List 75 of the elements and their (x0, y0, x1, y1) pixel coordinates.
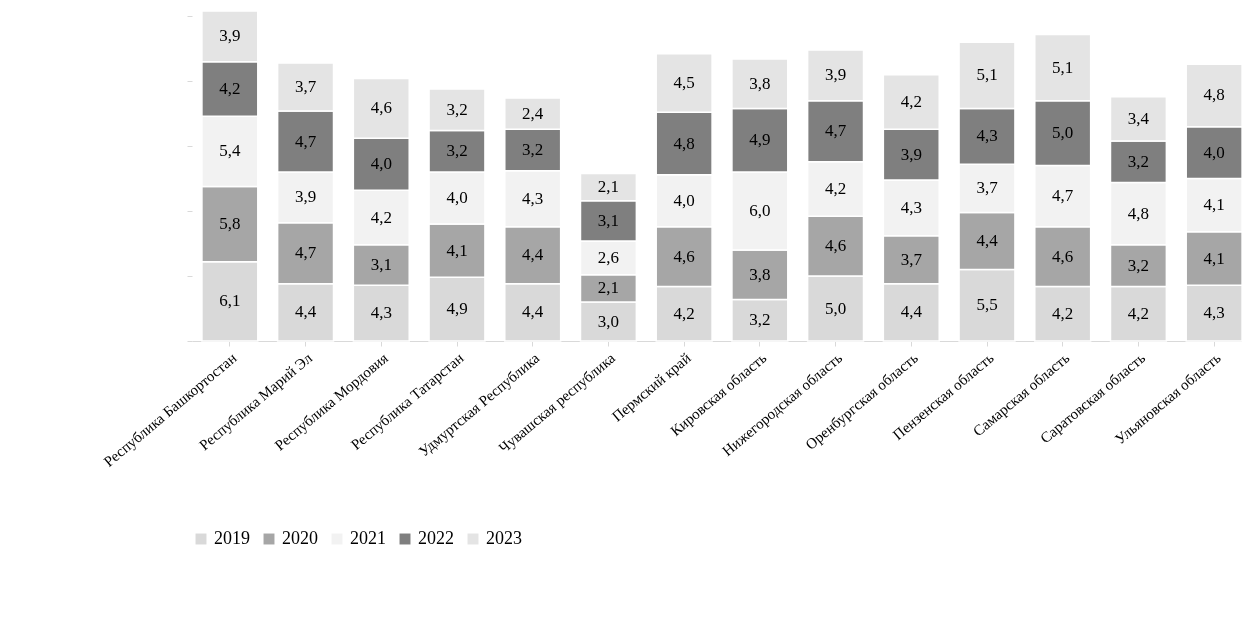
data-label: 5,0 (1052, 123, 1074, 143)
data-label: 3,7 (976, 178, 999, 198)
data-label: 4,3 (370, 303, 392, 323)
data-label: 4,3 (900, 197, 922, 217)
data-label: 5,1 (1052, 57, 1074, 77)
data-label: 2,4 (522, 103, 544, 123)
data-label: 3,0 (597, 311, 620, 331)
data-label: 3,8 (749, 264, 771, 284)
legend-label: 2020 (282, 528, 318, 548)
data-label: 4,2 (900, 91, 922, 111)
legend-label: 2021 (350, 528, 386, 548)
data-label: 4,2 (219, 78, 241, 98)
data-label: 4,7 (1052, 186, 1074, 206)
data-label: 3,2 (522, 140, 544, 160)
data-label: 4,8 (1127, 203, 1150, 223)
data-label: 3,1 (370, 255, 392, 274)
data-label: 4,6 (673, 246, 695, 266)
data-label: 3,9 (900, 144, 922, 164)
data-label: 2,6 (597, 247, 620, 267)
data-label: 4,0 (370, 154, 392, 174)
data-label: 4,2 (370, 207, 392, 227)
data-label: 4,6 (824, 236, 847, 256)
data-label: 5,1 (976, 65, 998, 85)
data-label: 4,6 (370, 98, 392, 118)
data-label: 4,7 (824, 121, 847, 141)
data-label: 5,5 (976, 295, 998, 315)
data-label: 4,2 (1052, 303, 1074, 323)
data-label: 4,3 (522, 188, 544, 208)
data-label: 4,9 (446, 299, 468, 319)
data-label: 4,4 (294, 302, 317, 322)
data-label: 4,0 (446, 188, 468, 208)
data-label: 6,1 (219, 291, 241, 311)
data-label: 4,0 (1203, 142, 1225, 162)
data-label: 3,4 (1127, 108, 1150, 128)
legend-label: 2022 (418, 528, 454, 548)
data-label: 4,1 (1203, 248, 1225, 268)
data-label: 4,6 (1052, 246, 1074, 266)
data-label: 4,0 (673, 190, 695, 210)
data-label: 3,7 (294, 77, 317, 96)
data-label: 3,1 (597, 210, 620, 230)
data-label: 3,2 (1127, 151, 1150, 171)
legend-label: 2023 (486, 528, 522, 548)
data-label: 3,2 (446, 99, 468, 119)
data-label: 4,3 (976, 126, 998, 146)
data-label: 3,2 (446, 141, 468, 161)
data-label: 4,1 (1203, 195, 1225, 215)
data-label: 4,9 (749, 130, 771, 150)
data-label: 2,1 (597, 278, 620, 298)
data-label: 3,9 (219, 26, 241, 46)
data-label: 4,1 (446, 240, 468, 260)
data-label: 5,4 (219, 141, 241, 161)
data-label: 3,7 (900, 249, 923, 269)
data-label: 4,8 (673, 133, 695, 153)
legend-label: 2019 (214, 528, 250, 548)
data-label: 3,2 (749, 310, 771, 330)
data-label: 4,4 (522, 302, 544, 322)
data-label: 4,5 (673, 73, 695, 93)
data-label: 4,2 (1127, 303, 1150, 323)
data-label: 4,2 (673, 303, 695, 323)
data-label: 3,9 (824, 65, 847, 85)
data-label: 4,4 (900, 302, 923, 322)
data-label: 3,8 (749, 73, 771, 93)
data-label: 4,4 (976, 230, 999, 250)
data-label: 4,2 (824, 178, 847, 198)
data-label: 3,2 (1127, 255, 1150, 275)
data-label: 5,0 (824, 298, 847, 318)
data-label: 4,7 (294, 243, 317, 263)
data-label: 2,1 (597, 177, 620, 197)
data-label: 4,8 (1203, 85, 1225, 105)
data-label: 5,8 (219, 214, 241, 234)
data-label: 6,0 (749, 201, 771, 221)
data-label: 4,3 (1203, 303, 1225, 323)
data-label: 4,7 (294, 131, 317, 151)
data-label: 4,4 (522, 245, 544, 265)
data-label: 3,9 (294, 187, 317, 207)
